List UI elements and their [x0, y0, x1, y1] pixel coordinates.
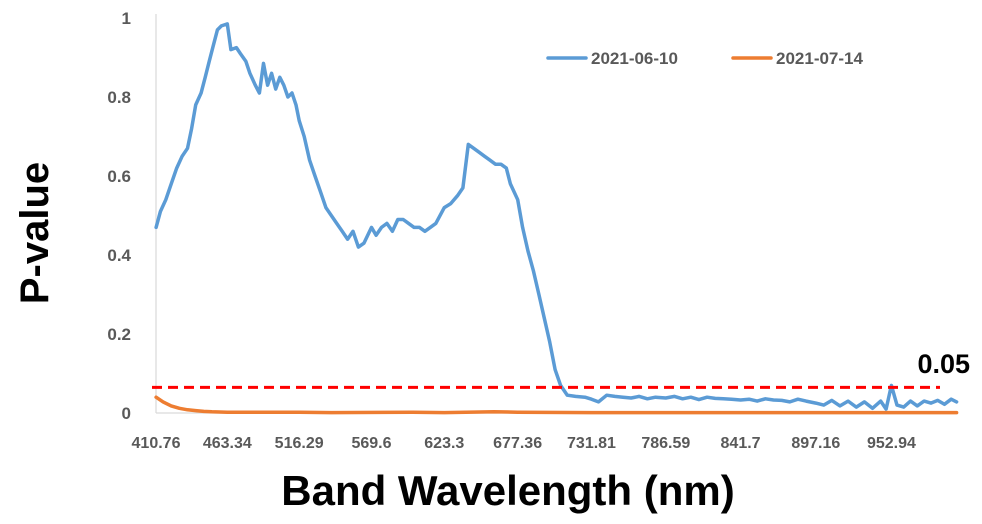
x-axis-title: Band Wavelength (nm)	[281, 467, 734, 514]
x-tick-label: 952.94	[867, 435, 916, 452]
x-tick-label: 677.36	[493, 435, 542, 452]
y-tick-label: 1	[122, 9, 131, 28]
y-tick-label: 0.6	[107, 167, 131, 186]
series-line-2	[154, 395, 959, 415]
y-axis-ticks: 0 0.2 0.4 0.6 0.8 1	[107, 9, 131, 423]
series-line-1	[154, 22, 959, 411]
y-tick-label: 0	[122, 404, 131, 423]
legend-label: 2021-06-10	[591, 49, 678, 68]
x-tick-label: 569.6	[351, 435, 391, 452]
y-axis-title: P-value	[13, 162, 57, 304]
x-tick-label: 463.34	[203, 435, 252, 452]
x-tick-label: 731.81	[567, 435, 616, 452]
x-axis-ticks: 410.76 463.34 516.29 569.6 623.3 677.36 731.81…	[132, 435, 916, 452]
y-tick-label: 0.8	[107, 88, 131, 107]
axes	[155, 14, 958, 414]
legend: 2021-06-10 2021-07-14	[546, 49, 864, 68]
series-layer	[154, 22, 959, 415]
x-tick-label: 516.29	[275, 435, 324, 452]
y-tick-label: 0.4	[107, 246, 131, 265]
x-tick-label: 841.7	[721, 435, 761, 452]
x-tick-label: 786.59	[641, 435, 690, 452]
x-tick-label: 897.16	[791, 435, 840, 452]
x-tick-label: 623.3	[424, 435, 464, 452]
legend-label: 2021-07-14	[776, 49, 864, 68]
x-tick-label: 410.76	[132, 435, 181, 452]
y-tick-label: 0.2	[107, 325, 131, 344]
threshold-layer: 0.05	[152, 349, 970, 389]
threshold-label: 0.05	[917, 349, 970, 379]
